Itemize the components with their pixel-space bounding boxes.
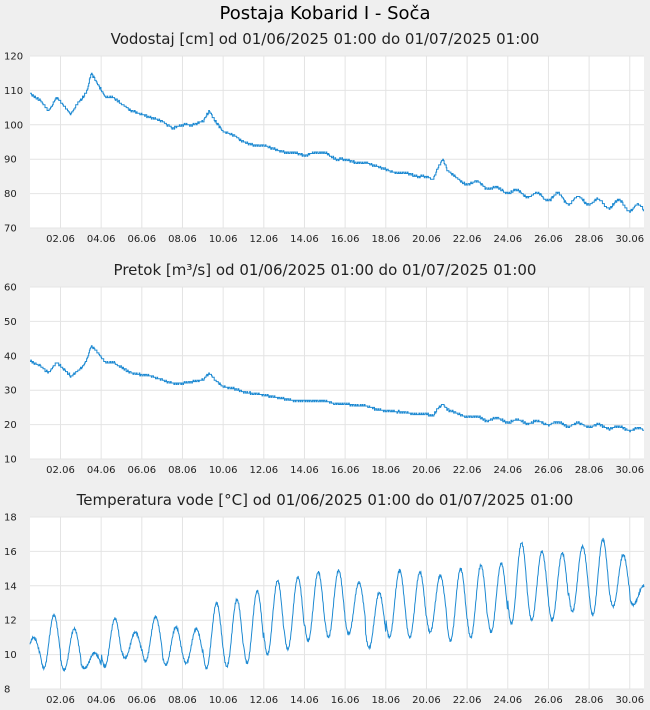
chart-title-pretok: Pretok [m³/s] od 01/06/2025 01:00 do 01/… bbox=[113, 261, 537, 279]
x-tick-label: 24.06 bbox=[493, 695, 522, 706]
y-tick-label: 20 bbox=[4, 420, 17, 431]
x-tick-label: 16.06 bbox=[331, 695, 360, 706]
y-tick-label: 12 bbox=[4, 616, 17, 627]
x-tick-label: 26.06 bbox=[534, 465, 563, 476]
x-tick-label: 28.06 bbox=[575, 695, 604, 706]
x-tick-label: 22.06 bbox=[453, 465, 482, 476]
x-tick-label: 10.06 bbox=[209, 465, 238, 476]
x-tick-label: 02.06 bbox=[46, 695, 75, 706]
x-tick-label: 20.06 bbox=[412, 695, 441, 706]
x-tick-label: 04.06 bbox=[87, 234, 116, 245]
x-tick-label: 18.06 bbox=[371, 695, 400, 706]
x-tick-label: 20.06 bbox=[412, 465, 441, 476]
x-tick-label: 26.06 bbox=[534, 695, 563, 706]
x-tick-label: 12.06 bbox=[249, 465, 278, 476]
x-tick-label: 30.06 bbox=[615, 465, 644, 476]
data-series-line bbox=[30, 345, 644, 433]
y-tick-label: 90 bbox=[4, 155, 17, 166]
x-tick-label: 14.06 bbox=[290, 234, 319, 245]
y-tick-label: 8 bbox=[4, 685, 10, 696]
chart-title-vodostaj: Vodostaj [cm] od 01/06/2025 01:00 do 01/… bbox=[110, 30, 540, 48]
x-tick-label: 12.06 bbox=[249, 234, 278, 245]
data-series-line bbox=[29, 537, 645, 672]
x-tick-label: 16.06 bbox=[331, 234, 360, 245]
x-tick-label: 18.06 bbox=[371, 465, 400, 476]
x-tick-label: 10.06 bbox=[209, 234, 238, 245]
x-tick-label: 04.06 bbox=[87, 695, 116, 706]
y-tick-label: 10 bbox=[4, 455, 17, 466]
x-tick-label: 26.06 bbox=[534, 234, 563, 245]
x-tick-label: 08.06 bbox=[168, 695, 197, 706]
x-tick-label: 02.06 bbox=[46, 234, 75, 245]
plot-area bbox=[30, 517, 644, 689]
y-tick-label: 100 bbox=[4, 120, 23, 131]
y-tick-label: 50 bbox=[4, 317, 17, 328]
y-tick-label: 16 bbox=[4, 547, 17, 558]
y-tick-label: 80 bbox=[4, 189, 17, 200]
x-tick-label: 08.06 bbox=[168, 234, 197, 245]
chart-title-temperatura: Temperatura vode [°C] od 01/06/2025 01:0… bbox=[76, 491, 574, 509]
x-tick-label: 04.06 bbox=[87, 465, 116, 476]
plot-area bbox=[30, 56, 644, 228]
x-tick-label: 20.06 bbox=[412, 234, 441, 245]
y-tick-label: 10 bbox=[4, 650, 17, 661]
x-tick-label: 18.06 bbox=[371, 234, 400, 245]
x-tick-label: 22.06 bbox=[453, 234, 482, 245]
chart-vodostaj: 70 80 90 100 110 120 02.06 04.06 06.06 08.06 10.06… bbox=[4, 52, 644, 246]
x-tick-label: 30.06 bbox=[615, 695, 644, 706]
x-tick-label: 16.06 bbox=[331, 465, 360, 476]
x-tick-label: 14.06 bbox=[290, 465, 319, 476]
y-tick-label: 14 bbox=[4, 581, 17, 592]
x-tick-label: 02.06 bbox=[46, 465, 75, 476]
y-tick-label: 70 bbox=[4, 224, 17, 235]
x-tick-label: 24.06 bbox=[493, 234, 522, 245]
x-tick-label: 12.06 bbox=[249, 695, 278, 706]
plot-area bbox=[30, 287, 644, 459]
x-tick-label: 06.06 bbox=[128, 695, 157, 706]
x-tick-label: 24.06 bbox=[493, 465, 522, 476]
chart-temperatura: 8 10 12 14 16 18 02.06 04.06 06.06 08.06 10.06 12.0… bbox=[4, 513, 645, 706]
x-tick-label: 28.06 bbox=[575, 234, 604, 245]
x-tick-label: 06.06 bbox=[128, 234, 157, 245]
x-tick-label: 06.06 bbox=[128, 465, 157, 476]
y-tick-label: 40 bbox=[4, 351, 17, 362]
station-title: Postaja Kobarid I - Soča bbox=[219, 3, 431, 24]
x-tick-label: 22.06 bbox=[453, 695, 482, 706]
y-tick-label: 18 bbox=[4, 513, 17, 524]
y-tick-label: 60 bbox=[4, 283, 17, 294]
x-tick-label: 14.06 bbox=[290, 695, 319, 706]
y-tick-label: 120 bbox=[4, 52, 23, 63]
data-series-line bbox=[30, 72, 644, 213]
x-tick-label: 10.06 bbox=[209, 695, 238, 706]
y-tick-label: 30 bbox=[4, 386, 17, 397]
x-tick-label: 30.06 bbox=[615, 234, 644, 245]
x-tick-label: 28.06 bbox=[575, 465, 604, 476]
x-tick-label: 08.06 bbox=[168, 465, 197, 476]
chart-pretok: 10 20 30 40 50 60 02.06 04.06 06.06 08.06 10.06 12.… bbox=[4, 283, 644, 477]
y-tick-label: 110 bbox=[4, 86, 23, 97]
